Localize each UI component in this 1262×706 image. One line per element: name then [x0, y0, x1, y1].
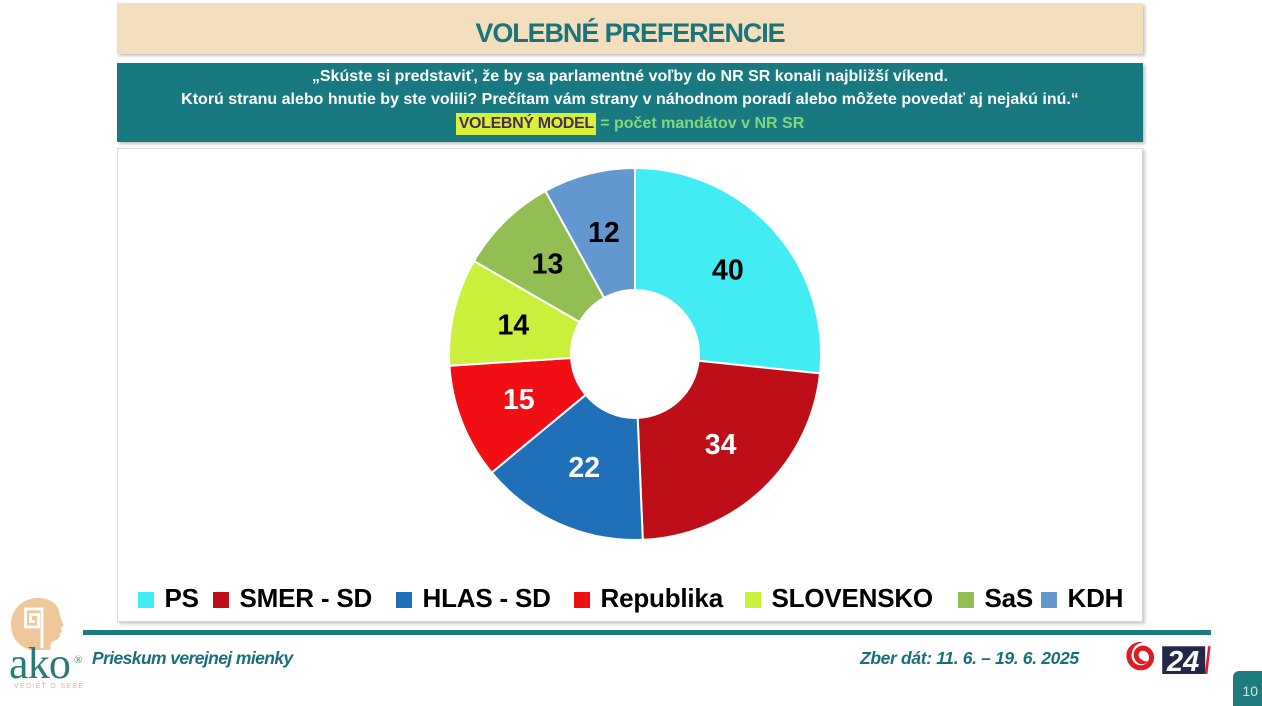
- svg-text:13: 13: [532, 249, 564, 281]
- svg-text:®: ®: [74, 654, 82, 666]
- svg-text:15: 15: [503, 384, 535, 416]
- svg-text:VEDIEŤ O SEBE: VEDIEŤ O SEBE: [14, 681, 84, 690]
- svg-text:24: 24: [1166, 646, 1199, 678]
- svg-text:22: 22: [568, 452, 600, 484]
- svg-text:40: 40: [712, 254, 744, 286]
- svg-text:ako: ako: [9, 639, 70, 688]
- svg-text:14: 14: [497, 310, 529, 342]
- svg-text:12: 12: [588, 217, 620, 249]
- svg-text:34: 34: [705, 429, 737, 461]
